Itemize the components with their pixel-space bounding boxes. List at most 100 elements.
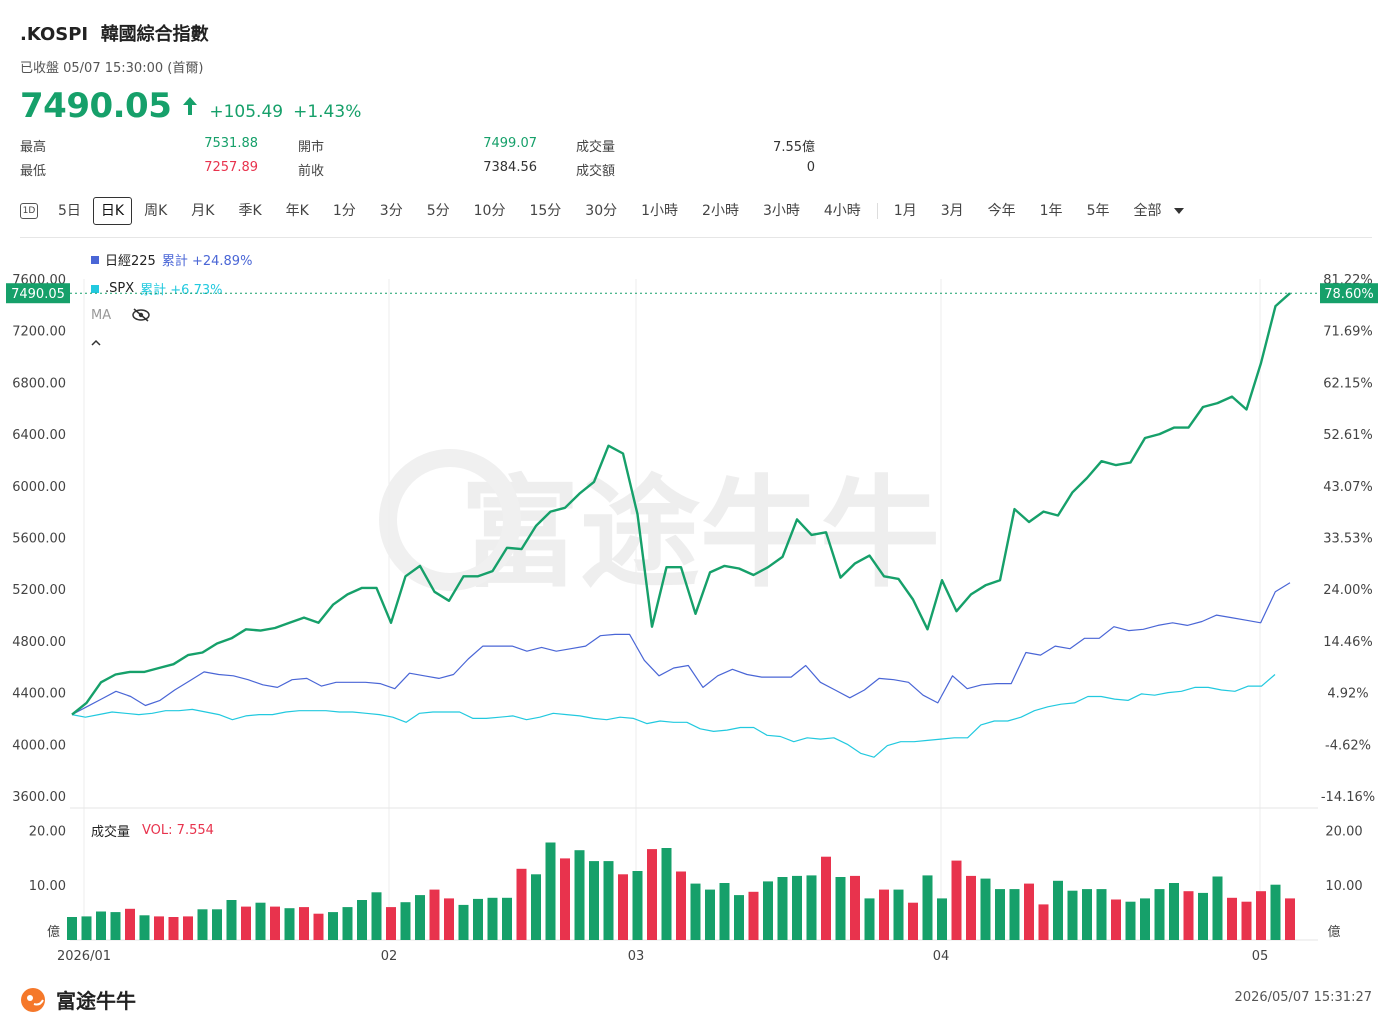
last-price-tag-left (6, 283, 70, 304)
volume-title: 成交量 (91, 825, 131, 840)
period-selector: 1D 5日 日K 周K 月K 季K 年K 1分 3分 5分 10分 15分 30分 1小時 2小時 3小時 4… (20, 196, 1185, 226)
volume-bar (1285, 898, 1295, 940)
y-axis-tick-left: 6000.00 (12, 480, 66, 495)
volume-bar (1111, 899, 1121, 940)
volume-bar (1154, 889, 1165, 940)
volume-bar (1270, 884, 1281, 940)
collapse-chevron-icon[interactable] (90, 338, 102, 348)
volume-bar (67, 917, 77, 940)
period-option[interactable]: 日K (92, 197, 133, 225)
futu-bull-logo-icon (21, 987, 45, 1012)
volume-bar (458, 904, 469, 940)
y-axis-tick-right: -14.16% (1321, 790, 1375, 805)
volume-bar (618, 874, 628, 940)
period-option[interactable]: 15分 (529, 203, 562, 219)
brand-name: 富途牛牛 (56, 989, 136, 1013)
y-axis-tick-right: -4.62% (1325, 738, 1371, 753)
volume-bar (632, 871, 643, 940)
period-option[interactable]: 5日 (58, 203, 81, 219)
ma-toggle[interactable]: MA (91, 307, 151, 323)
x-axis-tick: 2026/01 (57, 949, 111, 964)
period-option[interactable]: 5年 (1086, 203, 1110, 219)
stat-label-high: 最高 (20, 140, 47, 155)
volume-bar (1241, 901, 1252, 940)
period-option[interactable]: 10分 (473, 203, 506, 219)
price-row: 7490.05 +105.49 +1.43% (20, 86, 361, 126)
volume-tick-left: 20.00 (29, 824, 66, 839)
period-option[interactable]: 3小時 (762, 203, 800, 219)
volume-bar (502, 897, 512, 940)
watermark-logo-icon (379, 449, 521, 591)
volume-bar (792, 875, 802, 940)
y-axis-tick-right: 71.69% (1323, 325, 1373, 340)
volume-bar (110, 912, 121, 940)
volume-bar (806, 875, 817, 940)
dropdown-caret-icon[interactable] (1173, 206, 1185, 216)
y-axis-tick-left: 6800.00 (12, 376, 66, 391)
y-axis-tick-left: 5600.00 (12, 532, 66, 547)
period-option[interactable]: 3月 (940, 203, 964, 219)
last-price: 7490.05 (20, 86, 172, 126)
volume-bar (719, 883, 730, 940)
period-option[interactable]: 1小時 (641, 203, 679, 219)
volume-bar (821, 856, 831, 940)
volume-bar (81, 916, 92, 940)
volume-bar (487, 897, 498, 940)
stat-label-prev-close: 前收 (298, 164, 325, 179)
volume-bar (154, 916, 164, 940)
intraday-toggle-icon[interactable]: 1D (20, 203, 38, 219)
volume-bar (1096, 889, 1107, 940)
volume-bar (1212, 876, 1223, 940)
period-option[interactable]: 2小時 (702, 203, 739, 219)
period-divider (876, 203, 878, 219)
period-option[interactable]: 年K (285, 203, 309, 219)
period-option[interactable]: 5分 (426, 203, 450, 219)
volume-bar (299, 907, 309, 940)
eye-hidden-icon[interactable] (131, 307, 151, 323)
legend-spx-cum: 累計 +6.73% (140, 283, 223, 298)
last-price-tag-right-text: 78.60% (1324, 287, 1374, 302)
period-option[interactable]: 4小時 (823, 203, 861, 219)
volume-bar (357, 900, 367, 940)
period-option[interactable]: 1分 (332, 203, 356, 219)
volume-bar (1183, 891, 1194, 940)
divider (20, 237, 1372, 238)
period-option[interactable]: 季K (238, 203, 262, 219)
period-option[interactable]: 月K (191, 203, 215, 219)
x-axis-tick: 04 (933, 949, 950, 964)
y-axis-tick-right: 52.61% (1323, 428, 1373, 443)
volume-bar (1227, 897, 1237, 940)
legend-nikkei[interactable]: 日經225 累計 +24.89% (91, 250, 252, 269)
symbol-code: .KOSPI (20, 24, 89, 45)
volume-bar (676, 871, 686, 940)
volume-bar (850, 875, 860, 940)
legend-spx[interactable]: .SPX 累計 +6.73% (91, 279, 222, 298)
period-option[interactable]: 1年 (1039, 203, 1063, 219)
period-option[interactable]: 今年 (987, 203, 1016, 219)
last-price-tag-right (1320, 283, 1378, 304)
volume-bar (415, 895, 425, 940)
volume-bar (1053, 880, 1063, 940)
y-axis-tick-left: 3600.00 (12, 790, 66, 805)
last-price-tag-left-text: 7490.05 (11, 287, 65, 302)
volume-bar (980, 878, 991, 940)
stat-value-volume: 7.55億 (773, 140, 815, 155)
volume-bar (560, 858, 570, 940)
stat-value-open: 7499.07 (483, 136, 537, 151)
volume-bar (603, 861, 614, 940)
period-option[interactable]: 全部 (1133, 203, 1162, 219)
volume-bar (444, 898, 454, 940)
volume-bar (1169, 883, 1179, 940)
period-option[interactable]: 周K (144, 203, 168, 219)
volume-bar (734, 895, 744, 940)
y-axis-tick-right: 14.46% (1323, 635, 1373, 650)
volume-legend: 成交量 VOL: 7.554 (91, 821, 214, 840)
volume-unit-right: 億 (1327, 924, 1340, 940)
y-axis-tick-right: 43.07% (1323, 480, 1373, 495)
period-option[interactable]: 30分 (585, 203, 618, 219)
period-option[interactable]: 3分 (379, 203, 403, 219)
period-option[interactable]: 1月 (893, 203, 917, 219)
y-axis-tick-left: 4000.00 (12, 738, 66, 753)
y-axis-tick-left: 4800.00 (12, 635, 66, 650)
